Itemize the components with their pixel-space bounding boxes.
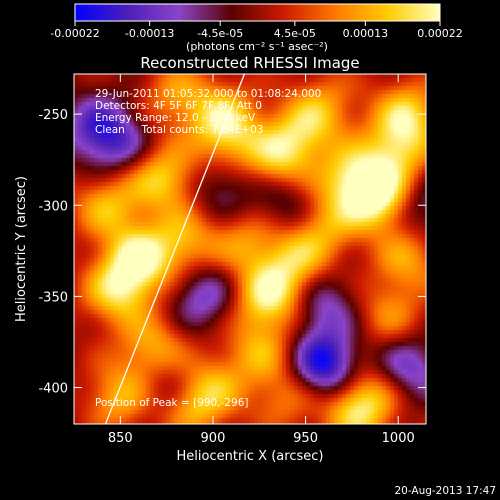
heatmap-area <box>74 74 426 424</box>
x-tick-label: 900 <box>201 431 226 446</box>
observation-info: 29-Jun-2011 01:05:32.000 to 01:08:24.000… <box>95 88 321 136</box>
info-energy-range: Energy Range: 12.0 - 25.0 keV <box>95 112 256 124</box>
x-axis-ticks: 850 900 950 1000 <box>108 74 415 446</box>
y-tick-label: -350 <box>38 290 68 305</box>
x-axis-label: Heliocentric X (arcsec) <box>177 449 324 464</box>
colorbar-tick-label: -0.00022 <box>50 27 99 40</box>
info-counts: Clean Total counts: 7.84E+03 <box>95 124 264 136</box>
info-detectors: Detectors: 4F 5F 6F 7F 8F, Att 0 <box>95 100 262 112</box>
y-tick-label: -250 <box>38 108 68 123</box>
colorbar-tick-label: -4.5e-05 <box>197 27 243 40</box>
y-tick-label: -400 <box>38 382 68 397</box>
colorbar-unit-label: (photons cm⁻² s⁻¹ asec⁻²) <box>186 40 328 53</box>
colorbar-tick-label: 4.5e-05 <box>274 27 316 40</box>
colorbar-ticks: -0.00022 -0.00013 -4.5e-05 4.5e-05 0.00013 0.… <box>50 21 463 40</box>
colorbar-tick-label: -0.00013 <box>125 27 174 40</box>
plot-frame <box>73 73 427 425</box>
y-tick-label: -300 <box>38 199 68 214</box>
y-axis-label: Heliocentric Y (arcsec) <box>14 176 29 322</box>
colorbar-tick-label: 0.00013 <box>343 27 389 40</box>
x-tick-label: 1000 <box>382 431 415 446</box>
info-time-range: 29-Jun-2011 01:05:32.000 to 01:08:24.000 <box>95 88 321 100</box>
chart-title: Reconstructed RHESSI Image <box>140 54 359 72</box>
peak-position-label: Position of Peak = [990,-296] <box>95 397 249 409</box>
colorbar-tick-label: 0.00022 <box>417 27 463 40</box>
colorbar <box>74 3 441 22</box>
y-axis-ticks: -250 -300 -350 -400 <box>38 108 426 397</box>
solar-limb-line <box>104 74 246 424</box>
x-tick-label: 950 <box>293 431 318 446</box>
footer-date: 20-Aug-2013 17:47 <box>394 485 496 497</box>
x-tick-label: 850 <box>108 431 133 446</box>
